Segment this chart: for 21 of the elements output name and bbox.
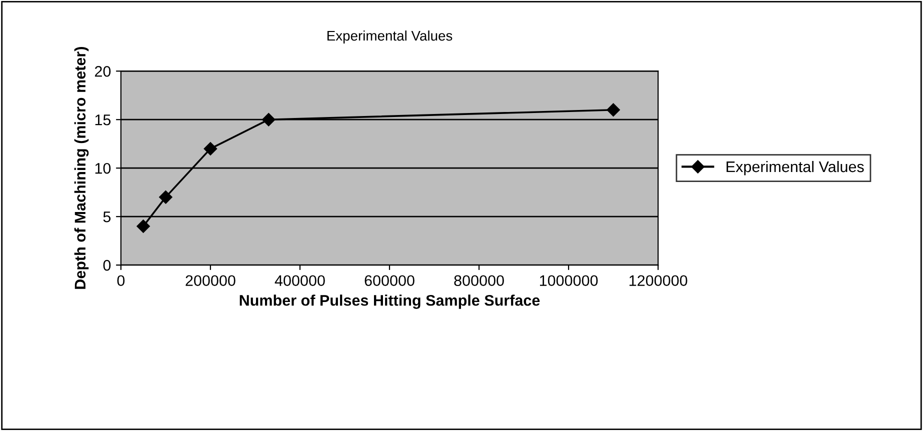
legend-label: Experimental Values	[726, 160, 864, 176]
x-tick-label: 1000000	[540, 275, 598, 286]
point	[159, 190, 172, 204]
x-axis-title: Number of Pulses Hitting Sample Surface	[240, 294, 540, 309]
x-tick-label: 600000	[364, 275, 414, 286]
point	[262, 113, 276, 126]
x-tick-label: 0	[117, 275, 125, 286]
x-tick-label: 800000	[454, 275, 504, 286]
point	[606, 103, 620, 116]
chart-title: Experimental Values	[327, 30, 452, 44]
x-tick-label: 1200000	[630, 275, 688, 286]
y-tick-label: 20	[94, 66, 111, 77]
y-tick-label: 5	[103, 212, 111, 222]
y-tick-label: 10	[95, 162, 111, 174]
point	[204, 142, 218, 156]
y-axis-title: Depth of Machining (micro meter)	[74, 47, 89, 289]
point	[136, 220, 150, 233]
x-tick-label: 200000	[186, 275, 236, 286]
y-tick-label: 15	[95, 114, 111, 126]
x-tick-label: 400000	[274, 275, 325, 286]
y-tick-label: 0	[103, 260, 111, 271]
